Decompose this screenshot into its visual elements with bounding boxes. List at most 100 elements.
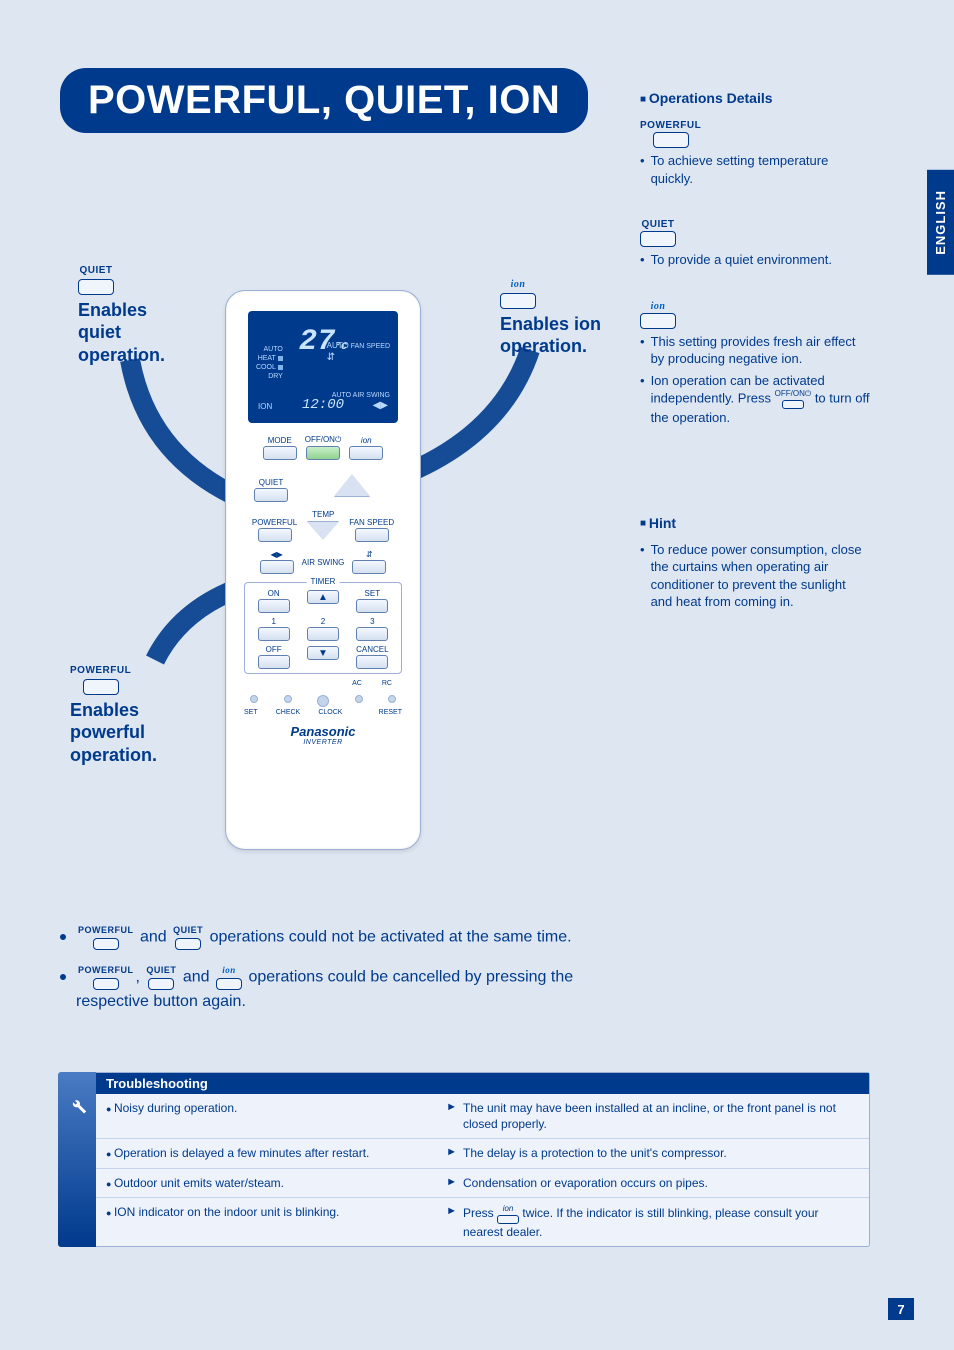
timer-off-button[interactable]: OFF — [251, 645, 296, 669]
clock-pinhole[interactable] — [317, 695, 329, 707]
quiet-detail-text: To provide a quiet environment. — [651, 251, 832, 269]
quiet-icon: QUIET — [173, 924, 203, 950]
note-1: POWERFUL and QUIET operations could not … — [60, 924, 620, 950]
remote-row-3: POWERFUL TEMP FAN SPEED — [238, 510, 408, 542]
callout-powerful: POWERFUL Enables powerful operation. — [70, 656, 157, 766]
powerful-icon: POWERFUL — [78, 964, 134, 990]
fan-speed-button[interactable]: FAN SPEED — [349, 518, 394, 542]
hint-text: To reduce power consumption, close the c… — [651, 541, 870, 611]
symptom: Operation is delayed a few minutes after… — [106, 1146, 369, 1160]
mode-button[interactable]: MODE — [263, 436, 297, 460]
set-pinhole[interactable] — [250, 695, 258, 703]
solution: The delay is a protection to the unit's … — [463, 1145, 727, 1161]
ion-button[interactable]: ion — [349, 436, 383, 460]
quiet-button-label: QUIET — [78, 265, 114, 278]
powerful-button-label: POWERFUL — [70, 665, 131, 678]
remote-row-2: QUIET — [238, 468, 408, 502]
troubleshooting-table: Troubleshooting Noisy during operation. … — [96, 1072, 870, 1247]
troubleshooting-section: Troubleshooting Noisy during operation. … — [58, 1072, 870, 1247]
table-row: Operation is delayed a few minutes after… — [96, 1139, 869, 1168]
remote-row-4: ◀▶ AIR SWING ⇵ — [238, 550, 408, 574]
right-column: Operations Details POWERFUL To achieve s… — [640, 90, 870, 611]
timer-1-button[interactable]: 1 — [251, 617, 296, 641]
symptom: Noisy during operation. — [106, 1101, 237, 1115]
powerful-icon: POWERFUL — [78, 924, 134, 950]
symptom: Outdoor unit emits water/steam. — [106, 1176, 284, 1190]
air-swing-h-button[interactable]: ◀▶ — [260, 550, 294, 574]
timer-on-button[interactable]: ON — [251, 589, 296, 613]
notes-section: POWERFUL and QUIET operations could not … — [60, 924, 620, 1027]
callout-text: Enables ion — [500, 314, 601, 334]
remote-control: 27°C AUTOHEATCOOLDRY AUTO FAN SPEED ⇵ AU… — [225, 290, 421, 850]
lcd-modes: AUTOHEATCOOLDRY — [256, 345, 283, 381]
hint-heading: Hint — [640, 515, 870, 531]
check-pinhole[interactable] — [284, 695, 292, 703]
timer-label: TIMER — [307, 577, 340, 586]
callout-text: quiet — [78, 322, 121, 342]
quiet-detail: QUIET To provide a quiet environment. — [640, 215, 870, 269]
powerful-icon: POWERFUL — [640, 120, 701, 148]
solution: Press ion twice. If the indicator is sti… — [463, 1204, 859, 1240]
brand-sub: INVERTER — [238, 739, 408, 746]
callout-text: Enables — [70, 700, 139, 720]
symptom: ION indicator on the indoor unit is blin… — [106, 1205, 339, 1219]
ion-detail-text-1: This setting provides fresh air effect b… — [651, 333, 870, 368]
quiet-button[interactable]: QUIET — [254, 478, 288, 502]
lcd-louver-icon: ◀▶ — [373, 400, 388, 411]
ac-pinhole[interactable] — [355, 695, 363, 703]
powerful-detail: POWERFUL To achieve setting temperature … — [640, 116, 870, 187]
temp-up-button[interactable] — [334, 474, 370, 496]
ion-icon: ion — [640, 301, 676, 329]
powerful-button-icon: POWERFUL — [70, 665, 131, 695]
callout-text: powerful — [70, 722, 145, 742]
timer-down-button[interactable]: ▼ — [300, 645, 345, 669]
off-on-button[interactable]: OFF/ON⏻ — [305, 435, 342, 460]
pinhole-buttons — [250, 695, 396, 707]
manual-page: POWERFUL, QUIET, ION ENGLISH QUIET Enabl… — [0, 0, 954, 1350]
quiet-icon: QUIET — [146, 964, 176, 990]
callout-quiet: QUIET Enables quiet operation. — [78, 256, 165, 366]
lcd-fan: AUTO FAN SPEED ⇵ — [327, 341, 390, 364]
timer-group: TIMER ON ▲ SET 1 2 3 OFF ▼ CANCEL — [244, 582, 402, 674]
remote-row-1: MODE OFF/ON⏻ ion — [238, 435, 408, 460]
ops-details-heading: Operations Details — [640, 90, 870, 106]
timer-cancel-button[interactable]: CANCEL — [350, 645, 395, 669]
pinhole-labels: SET CHECK CLOCK RESET — [244, 709, 402, 716]
callout-text: operation. — [78, 345, 165, 365]
air-swing-v-button[interactable]: ⇵ — [352, 550, 386, 574]
ion-button-icon: ion — [500, 279, 536, 309]
ac-rc-labels: ACRC — [254, 680, 392, 687]
ion-detail: ion This setting provides fresh air effe… — [640, 297, 870, 427]
table-row: Outdoor unit emits water/steam. Condensa… — [96, 1168, 869, 1197]
callout-text: operation. — [500, 336, 587, 356]
powerful-button[interactable]: POWERFUL — [252, 518, 297, 542]
page-number: 7 — [888, 1298, 914, 1320]
powerful-detail-text: To achieve setting temperature quickly. — [651, 152, 870, 187]
remote-brand: Panasonic INVERTER — [238, 724, 408, 746]
page-title: POWERFUL, QUIET, ION — [60, 68, 588, 133]
note-2: POWERFUL, QUIET and ion operations could… — [60, 964, 620, 1013]
timer-set-button[interactable]: SET — [350, 589, 395, 613]
remote-lcd: 27°C AUTOHEATCOOLDRY AUTO FAN SPEED ⇵ AU… — [248, 311, 398, 423]
callout-text: Enables — [78, 300, 147, 320]
temp-label: TEMP — [305, 510, 341, 542]
off-on-icon: OFF/ON⏻ — [775, 389, 812, 409]
timer-up-button[interactable]: ▲ — [300, 589, 345, 613]
language-tab: ENGLISH — [927, 170, 954, 275]
ion-detail-text-2: Ion operation can be activated independe… — [651, 372, 870, 427]
rc-pinhole[interactable] — [388, 695, 396, 703]
troubleshooting-heading: Troubleshooting — [96, 1073, 869, 1094]
solution: Condensation or evaporation occurs on pi… — [463, 1175, 708, 1191]
callout-text: operation. — [70, 745, 157, 765]
timer-2-button[interactable]: 2 — [300, 617, 345, 641]
table-row: Noisy during operation. The unit may hav… — [96, 1094, 869, 1139]
quiet-button-icon: QUIET — [78, 265, 114, 295]
timer-3-button[interactable]: 3 — [350, 617, 395, 641]
ion-button-label: ion — [500, 279, 536, 292]
table-row: ION indicator on the indoor unit is blin… — [96, 1197, 869, 1245]
callout-ion: ion Enables ion operation. — [500, 270, 601, 358]
ion-icon: ion — [497, 1204, 519, 1224]
brand-name: Panasonic — [238, 724, 408, 739]
quiet-icon: QUIET — [640, 219, 676, 247]
solution: The unit may have been installed at an i… — [463, 1100, 859, 1132]
